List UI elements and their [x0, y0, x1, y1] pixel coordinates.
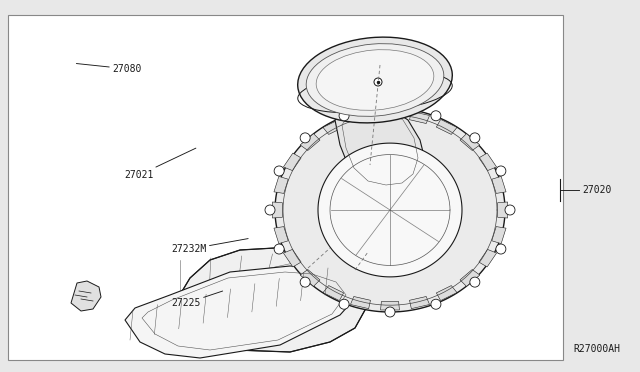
Polygon shape [335, 105, 425, 190]
Polygon shape [318, 143, 462, 277]
Polygon shape [125, 266, 358, 358]
Circle shape [385, 307, 395, 317]
Circle shape [470, 133, 480, 143]
Circle shape [339, 299, 349, 309]
Polygon shape [275, 108, 505, 312]
Polygon shape [381, 110, 399, 119]
Text: 27021: 27021 [125, 148, 196, 180]
Ellipse shape [316, 50, 434, 110]
Polygon shape [460, 134, 480, 151]
Polygon shape [175, 248, 365, 352]
Text: 27225: 27225 [172, 291, 223, 308]
Ellipse shape [306, 44, 444, 116]
Polygon shape [410, 111, 429, 124]
Circle shape [496, 244, 506, 254]
Polygon shape [460, 270, 480, 286]
Polygon shape [300, 134, 320, 151]
Polygon shape [436, 286, 457, 301]
Polygon shape [381, 302, 399, 310]
Polygon shape [436, 119, 457, 134]
Text: 27020: 27020 [582, 185, 612, 195]
Polygon shape [492, 227, 506, 244]
Polygon shape [410, 296, 429, 309]
Polygon shape [323, 286, 344, 301]
Circle shape [496, 166, 506, 176]
Polygon shape [273, 202, 282, 218]
Circle shape [339, 111, 349, 121]
Circle shape [470, 277, 480, 287]
Polygon shape [274, 227, 288, 244]
Text: 27080: 27080 [76, 64, 141, 74]
Circle shape [385, 103, 395, 113]
Polygon shape [479, 153, 497, 171]
Polygon shape [300, 270, 320, 286]
Circle shape [505, 205, 515, 215]
Polygon shape [492, 176, 506, 193]
Polygon shape [351, 296, 371, 309]
Circle shape [274, 166, 284, 176]
Circle shape [431, 299, 441, 309]
Circle shape [274, 244, 284, 254]
Polygon shape [274, 176, 288, 193]
Circle shape [431, 111, 441, 121]
Polygon shape [479, 249, 497, 267]
Circle shape [300, 133, 310, 143]
Polygon shape [323, 119, 344, 134]
Circle shape [265, 205, 275, 215]
Polygon shape [284, 249, 301, 267]
FancyBboxPatch shape [8, 15, 563, 360]
Polygon shape [498, 202, 508, 218]
Circle shape [300, 277, 310, 287]
Polygon shape [284, 153, 301, 171]
Circle shape [374, 78, 382, 86]
Text: 27232M: 27232M [172, 238, 248, 254]
Polygon shape [351, 111, 371, 124]
Ellipse shape [298, 37, 452, 123]
Polygon shape [71, 281, 101, 311]
Text: R27000AH: R27000AH [573, 344, 620, 354]
